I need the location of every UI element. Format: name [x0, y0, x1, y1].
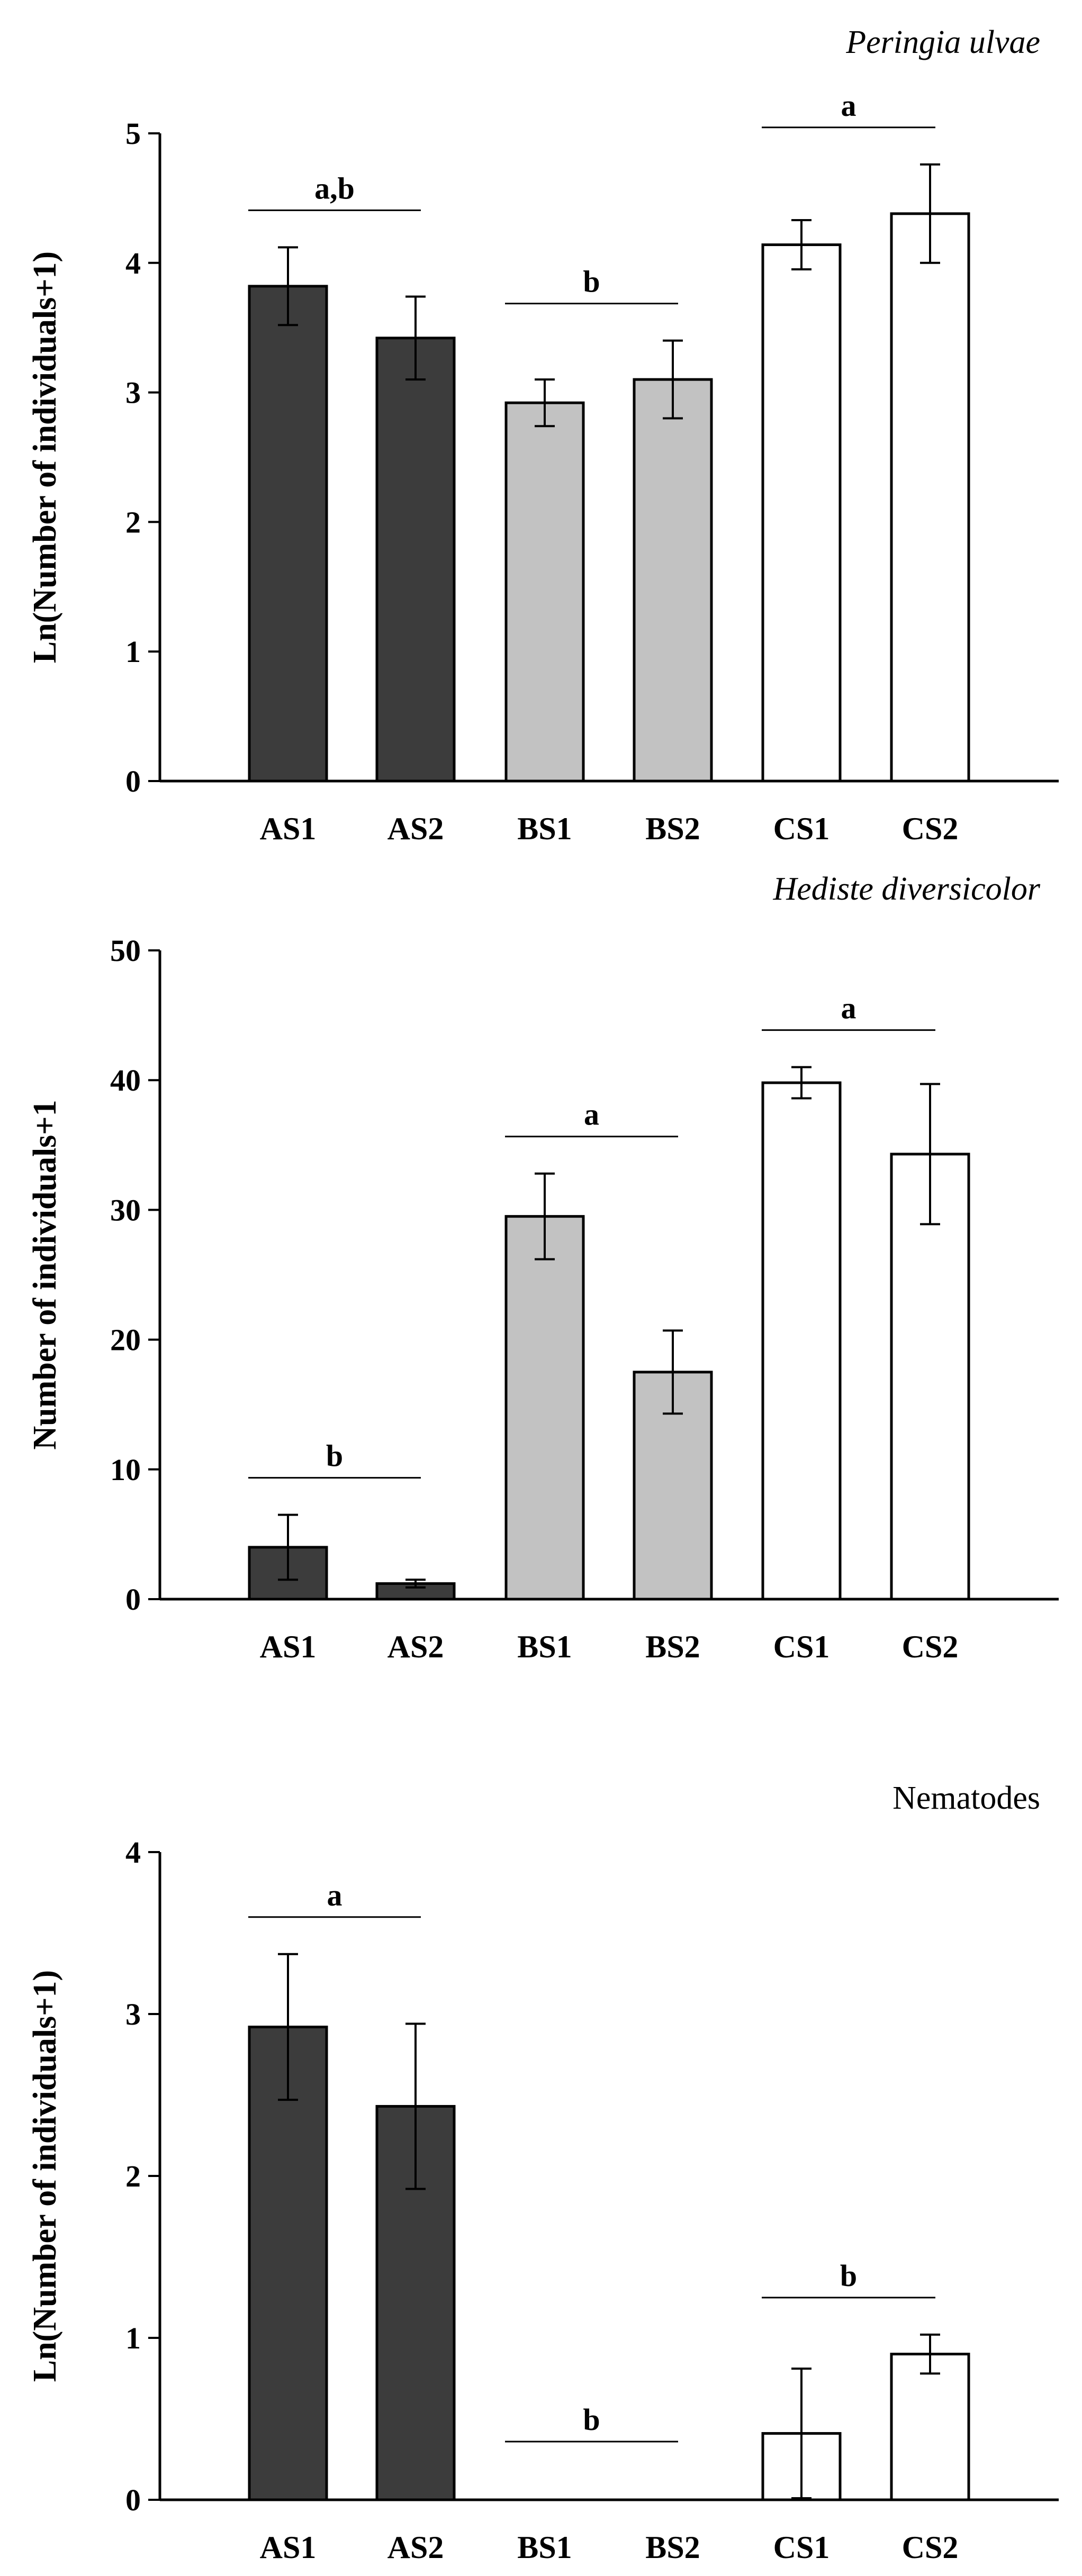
y-tick-label: 3 [125, 376, 141, 410]
y-axis-label: Number of individuals+1 [27, 1100, 63, 1449]
x-tick-label: CS1 [773, 2530, 830, 2565]
error-bar-AS2 [405, 1579, 426, 1589]
x-tick-label: AS2 [387, 811, 444, 846]
error-bar-AS2 [405, 295, 426, 381]
significance-label: a [327, 1878, 342, 1912]
significance-label: a,b [314, 171, 355, 205]
chart-title: Hediste diversicolor [772, 871, 1040, 907]
significance-label: a [841, 991, 856, 1026]
x-tick-label: BS2 [645, 811, 700, 846]
error-bar-CS2 [920, 163, 940, 264]
significance-label: a [584, 1097, 599, 1132]
significance-label: a [841, 88, 856, 123]
bar-BS1 [504, 1215, 585, 1601]
error-bar-BS2 [663, 1329, 683, 1415]
x-tick-label: AS2 [387, 2530, 444, 2565]
y-tick-label: 1 [125, 2321, 141, 2355]
y-axis-label: Ln(Number of individuals+1) [27, 251, 63, 663]
bar-CS1 [761, 1081, 842, 1601]
bar-CS2 [890, 212, 970, 783]
error-bar-BS1 [535, 378, 555, 428]
y-tick-label: 20 [110, 1323, 141, 1357]
y-tick-label: 30 [110, 1193, 141, 1227]
x-tick-label: BS1 [517, 2530, 572, 2565]
error-bar-AS1 [278, 246, 298, 326]
y-tick-label: 2 [125, 2159, 141, 2193]
x-tick-label: BS1 [517, 1629, 572, 1664]
x-tick-label: AS1 [260, 811, 317, 846]
y-tick-label: 0 [125, 1582, 141, 1617]
y-tick-label: 4 [125, 246, 141, 280]
error-bar-CS2 [920, 1083, 940, 1226]
x-tick-label: AS1 [260, 2530, 317, 2565]
error-bar-CS1 [791, 1066, 812, 1100]
error-bar-CS1 [791, 2368, 812, 2499]
y-tick-label: 50 [110, 933, 141, 968]
chart-panel-1: Peringia ulvae Ln(Number of individuals+1… [27, 24, 1059, 846]
y-tick-label: 1 [125, 634, 141, 669]
y-tick-label: 5 [125, 116, 141, 151]
error-bar-CS1 [791, 219, 812, 271]
y-tick-label: 3 [125, 1997, 141, 2031]
y-tick-label: 4 [125, 1835, 141, 1870]
bar-BS1 [504, 401, 585, 783]
y-tick-label: 2 [125, 505, 141, 539]
bar-AS1 [248, 285, 328, 783]
x-tick-label: CS2 [902, 1629, 959, 1664]
error-bar-AS1 [278, 1953, 298, 2101]
x-tick-label: AS2 [387, 1629, 444, 1664]
x-tick-label: AS1 [260, 1629, 317, 1664]
chart-panel-2: Hediste diversicolor Number of individual… [27, 871, 1059, 1664]
y-tick-label: 0 [125, 764, 141, 799]
x-tick-label: CS2 [902, 2530, 959, 2565]
x-tick-label: BS2 [645, 1629, 700, 1664]
chart-title: Peringia ulvae [845, 24, 1040, 60]
y-tick-label: 10 [110, 1453, 141, 1487]
significance-label: b [583, 265, 600, 299]
significance-label: b [326, 1439, 343, 1473]
significance-label: b [840, 2258, 857, 2293]
significance-label: b [583, 2402, 600, 2437]
y-tick-label: 40 [110, 1063, 141, 1097]
error-bar-AS2 [405, 2022, 426, 2190]
error-bar-CS2 [920, 2333, 940, 2375]
error-bar-BS1 [535, 1172, 555, 1260]
bar-AS2 [375, 337, 456, 783]
error-bar-AS1 [278, 1513, 298, 1581]
x-tick-label: BS2 [645, 2530, 700, 2565]
bar-AS1 [248, 2025, 328, 2501]
bar-CS2 [890, 1153, 970, 1601]
x-tick-label: CS1 [773, 811, 830, 846]
chart-panel-3: Nematodes Ln(Number of individuals+1) 0 1 2 3… [27, 1780, 1059, 2565]
y-axis-label: Ln(Number of individuals+1) [27, 1970, 63, 2382]
x-tick-label: BS1 [517, 811, 572, 846]
y-tick-label: 0 [125, 2483, 141, 2517]
x-tick-label: CS2 [902, 811, 959, 846]
bar-CS1 [761, 243, 842, 783]
x-tick-label: CS1 [773, 1629, 830, 1664]
bar-BS2 [633, 378, 713, 783]
chart-title: Nematodes [892, 1780, 1040, 1816]
bar-CS2 [890, 2353, 970, 2501]
error-bar-BS2 [663, 339, 683, 420]
